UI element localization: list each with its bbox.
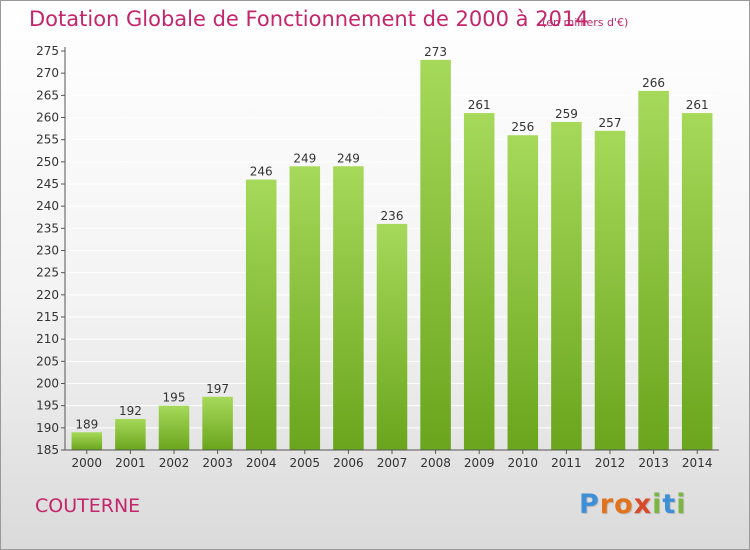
bar-2001 xyxy=(115,418,146,450)
bar-2010 xyxy=(507,135,539,450)
bar-2014 xyxy=(681,113,713,451)
y-tick-label: 195 xyxy=(36,399,59,413)
logo-letter: P xyxy=(579,489,600,520)
logo-letter: i xyxy=(652,489,663,520)
y-tick-label: 215 xyxy=(36,310,59,324)
x-tick-label: 2004 xyxy=(246,456,277,470)
data-label: 246 xyxy=(250,165,273,179)
data-label: 273 xyxy=(424,45,447,59)
axes: 185 190 195 200 205 210 215 220 225 230 235 240 245 2… xyxy=(36,44,719,470)
bar-2013 xyxy=(638,90,669,451)
bar-2002 xyxy=(158,405,190,450)
y-tick-label: 230 xyxy=(36,244,59,258)
data-label: 249 xyxy=(293,151,316,165)
y-tick-label: 245 xyxy=(36,177,59,191)
bar-2004 xyxy=(245,179,277,451)
bar-2003 xyxy=(202,396,233,450)
logo-letter: x xyxy=(633,489,653,520)
data-label: 249 xyxy=(337,151,360,165)
logo-letter: o xyxy=(614,489,634,520)
data-label: 236 xyxy=(381,209,404,223)
x-tick-label: 2014 xyxy=(682,456,713,470)
data-label: 256 xyxy=(511,120,534,134)
bar-2005 xyxy=(289,166,321,450)
y-tick-label: 250 xyxy=(36,155,59,169)
y-tick-label: 210 xyxy=(36,332,59,346)
commune-name: COUTERNE xyxy=(35,495,141,517)
y-tick-label: 190 xyxy=(36,421,59,435)
chart-subtitle: (en milliers d'€) xyxy=(542,16,629,29)
data-label: 261 xyxy=(686,98,709,112)
bar-2008 xyxy=(420,59,451,450)
y-tick-label: 205 xyxy=(36,354,59,368)
bar-2011 xyxy=(551,121,582,450)
x-tick-label: 2010 xyxy=(508,456,539,470)
x-tick-label: 2000 xyxy=(72,456,103,470)
y-tick-label: 260 xyxy=(36,111,59,125)
data-labels: 189 192 195 197 246 249 249 236 273 261 256 259 257 2… xyxy=(75,45,708,431)
data-label: 266 xyxy=(642,76,665,90)
bar-2007 xyxy=(376,223,408,450)
x-tick-label: 2003 xyxy=(202,456,233,470)
y-tick-label: 240 xyxy=(36,199,59,213)
logo-letter: r xyxy=(599,489,615,520)
y-tick-label: 225 xyxy=(36,266,59,280)
x-tick-label: 2007 xyxy=(377,456,408,470)
x-tick-label: 2005 xyxy=(290,456,321,470)
data-label: 197 xyxy=(206,382,229,396)
x-tick-label: 2001 xyxy=(115,456,146,470)
bars xyxy=(71,59,713,451)
y-tick-label: 265 xyxy=(36,88,59,102)
y-tick-label: 255 xyxy=(36,133,59,147)
x-tick-label: 2009 xyxy=(464,456,495,470)
x-tick-label: 2012 xyxy=(595,456,626,470)
data-label: 192 xyxy=(119,404,142,418)
x-tick-label: 2013 xyxy=(638,456,669,470)
logo-letter: t xyxy=(662,489,677,520)
bar-2006 xyxy=(333,166,364,450)
bar-2012 xyxy=(594,130,626,451)
data-label: 259 xyxy=(555,107,578,121)
x-tick-label: 2006 xyxy=(333,456,364,470)
data-label: 257 xyxy=(599,116,622,130)
data-label: 189 xyxy=(75,417,98,431)
y-tick-label: 220 xyxy=(36,288,59,302)
bar-2000 xyxy=(71,432,103,450)
data-label: 261 xyxy=(468,98,491,112)
data-label: 195 xyxy=(163,391,186,405)
x-tick-label: 2008 xyxy=(420,456,451,470)
y-tick-label: 270 xyxy=(36,66,59,80)
proxiti-logo: Proxiti xyxy=(579,489,687,520)
y-tick-label: 200 xyxy=(36,377,59,391)
x-tick-label: 2002 xyxy=(159,456,190,470)
chart-title: Dotation Globale de Fonctionnement de 20… xyxy=(29,7,589,31)
logo-letter: i xyxy=(676,489,687,520)
y-tick-label: 185 xyxy=(36,443,59,457)
x-tick-label: 2011 xyxy=(551,456,582,470)
bar-2009 xyxy=(463,113,495,451)
y-tick-label: 275 xyxy=(36,44,59,58)
y-tick-label: 235 xyxy=(36,221,59,235)
